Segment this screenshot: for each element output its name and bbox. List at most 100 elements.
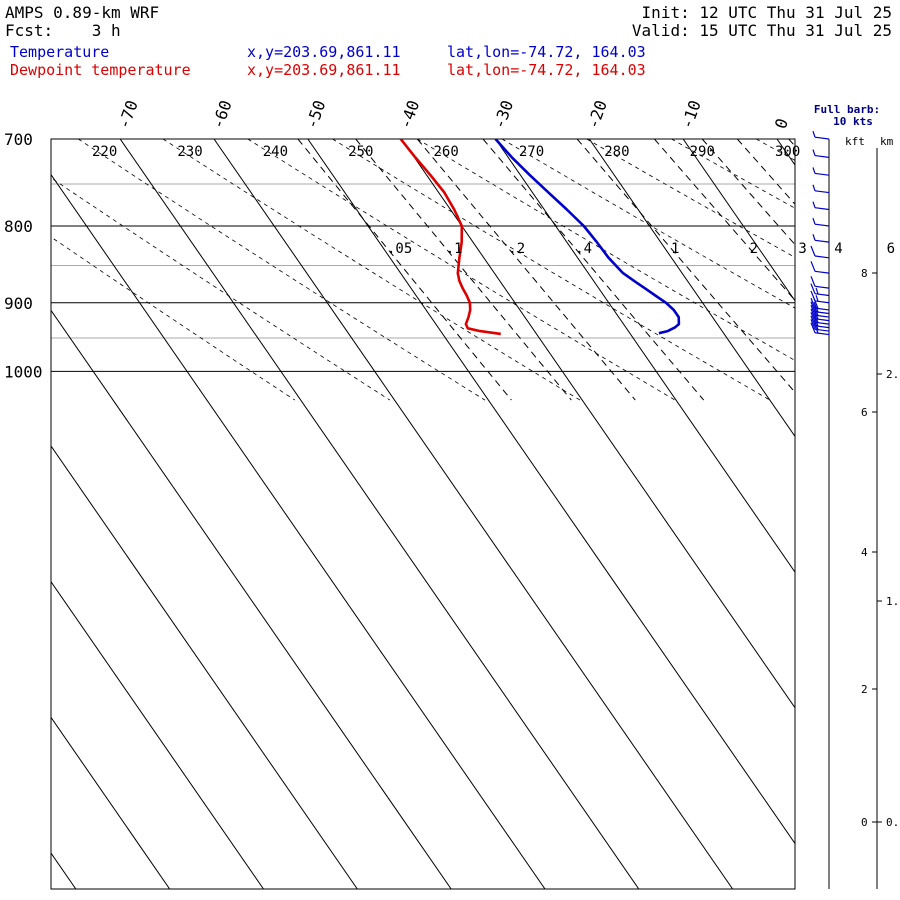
wind-barb-staff [814, 136, 830, 140]
wind-barbs: Full barb:10 kts [810, 103, 880, 889]
mixing-ratio-line [355, 139, 572, 401]
aux-gridlines [51, 183, 795, 339]
wind-barb-flag [813, 319, 819, 330]
wind-barb-staff [814, 328, 830, 332]
wind-barb-flag [813, 298, 819, 309]
plot-frame [50, 138, 796, 890]
mixing-ratio-line [788, 139, 795, 147]
mixing-ratio-line [416, 139, 636, 401]
legend-dewpoint-latlon: lat,lon=-74.72, 164.03 [447, 61, 646, 79]
wind-barb-half-flag [815, 295, 819, 302]
wind-barb-staff [814, 270, 830, 274]
forecast-hour: Fcst: 3 h [5, 21, 121, 40]
temperature-profile [494, 139, 681, 335]
km-tick-label: 2. [886, 368, 899, 381]
wind-barb-staff [814, 255, 830, 259]
wind-barb-staff [814, 190, 830, 194]
isentrope-label: 240 [263, 144, 288, 160]
mixing-ratio-line [297, 139, 512, 401]
wind-barb [810, 290, 830, 304]
pressure-label: 700 [4, 130, 33, 149]
wind-barb-flag [813, 301, 819, 313]
isotherm [213, 139, 734, 889]
dry-adiabat [501, 139, 795, 309]
temperature-tick-label: -20 [583, 98, 611, 132]
isotherms [51, 139, 900, 889]
mixing-ratio-lines [297, 139, 795, 401]
wind-barb-staff [814, 293, 830, 297]
legend-dewpoint: Dewpoint temperature [10, 61, 191, 79]
wind-barb-flag [810, 261, 816, 272]
temperature-tick-label: -60 [208, 98, 236, 132]
wind-barb-flag [813, 305, 819, 316]
wind-barb [812, 218, 830, 227]
mixing-ratio-label: .1 [446, 241, 463, 257]
legend-temperature: Temperature [10, 43, 110, 61]
pressure-label: 1000 [4, 362, 43, 381]
isotherm [871, 139, 900, 889]
wind-barb [810, 322, 830, 336]
wind-barb-staff [814, 307, 830, 311]
dry-adiabat [162, 139, 581, 401]
mixing-ratio-label: 1 [671, 241, 679, 257]
wind-barb-half-flag [812, 149, 816, 156]
dry-adiabat [417, 139, 795, 361]
pressure-label: 800 [4, 217, 33, 236]
isentrope-label: 300 [775, 144, 800, 160]
isotherm [51, 716, 171, 889]
wind-barb-staff [814, 207, 830, 211]
legend-temperature-xy: x,y=203.69,861.11 [247, 43, 401, 61]
km-tick-label: 0. [886, 816, 899, 829]
mixing-ratio-label: .4 [575, 241, 592, 257]
model-title: AMPS 0.89-km WRF [5, 3, 160, 22]
temperature-tick-label: -40 [396, 98, 424, 132]
temperature-tick-label: -50 [302, 98, 330, 132]
wind-barb [812, 149, 830, 158]
isentrope-label: 280 [604, 144, 629, 160]
wind-barb-flag [810, 322, 816, 333]
wind-barb-staff [814, 239, 830, 243]
sounding-profiles [399, 139, 681, 336]
wind-barb-staff [814, 332, 830, 336]
mixing-ratio-line [736, 139, 795, 205]
isentrope-label: 270 [519, 144, 544, 160]
wind-barb-flag [810, 276, 816, 287]
isotherm [51, 852, 77, 889]
mixing-ratio-label: .2 [508, 241, 525, 257]
wind-barb-half-flag [815, 287, 819, 295]
km-unit-label: km [880, 135, 894, 148]
init-time: Init: 12 UTC Thu 31 Jul 25 [641, 3, 892, 22]
isotherm [51, 309, 452, 889]
wind-barb [810, 283, 830, 297]
kft-tick-label: 0 [861, 816, 868, 829]
isentrope-label: 290 [690, 144, 715, 160]
isotherm [307, 139, 795, 845]
wind-barb [812, 131, 830, 140]
wind-barb-flag [810, 245, 816, 257]
wind-barb-half-flag [812, 167, 816, 174]
wind-barb-half-flag [812, 218, 816, 225]
dry-adiabat [841, 139, 900, 400]
temperature-tick-label: -10 [677, 98, 705, 132]
wind-barb-flag [813, 315, 819, 327]
isotherm [51, 445, 358, 889]
wind-barb-half-flag [812, 234, 816, 241]
isotherm [51, 173, 546, 889]
kft-tick-label: 4 [861, 546, 868, 559]
valid-time: Valid: 15 UTC Thu 31 Jul 25 [631, 21, 892, 40]
height-axis: kft km 0 2 4 6 8 0. 1. 2. [845, 135, 899, 889]
wind-barb-half-flag [812, 184, 816, 191]
mixing-ratio-label: 6 [887, 241, 895, 257]
isentrope-label: 230 [177, 144, 202, 160]
dry-adiabats [51, 139, 900, 401]
kft-unit-label: kft [845, 135, 865, 148]
wind-barb-staff [814, 172, 830, 176]
wind-barb-staff [814, 223, 830, 227]
mixing-ratio-label: .05 [387, 241, 412, 257]
dry-adiabat [78, 139, 486, 401]
wind-barb-flag [813, 322, 819, 334]
wind-barb-flag [810, 283, 816, 294]
wind-barb [810, 276, 830, 289]
wind-barb-staff [814, 285, 830, 289]
mixing-ratio-line [701, 139, 795, 246]
